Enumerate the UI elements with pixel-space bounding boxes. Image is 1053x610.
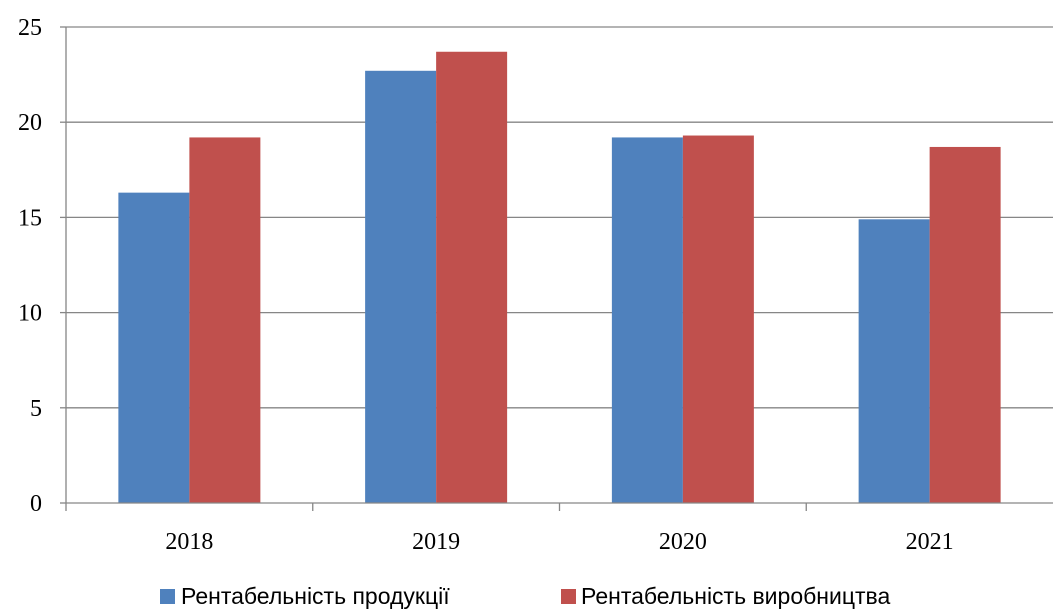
x-tick-label: 2018	[165, 529, 213, 555]
y-tick-label: 0	[30, 491, 42, 517]
bar-product-2018	[118, 192, 190, 503]
x-tick-label: 2020	[659, 529, 707, 555]
legend-label-product: Рентабельність продукції	[181, 583, 450, 609]
y-tick-label: 5	[30, 396, 42, 422]
y-tick-label: 20	[18, 110, 42, 136]
y-tick-label: 10	[18, 301, 42, 327]
legend-label-production: Рентабельність виробництва	[581, 583, 890, 609]
legend-swatch-product	[160, 589, 175, 604]
bar-product-2020	[611, 137, 683, 503]
x-tick-label: 2019	[412, 529, 460, 555]
axes: 0 5 10 15 20 25 2018 2019 2020 2021	[18, 15, 1053, 555]
bar-production-2018	[189, 137, 261, 503]
x-tick-label: 2021	[906, 529, 954, 555]
bar-production-2019	[436, 51, 508, 503]
y-tick-label: 15	[18, 205, 42, 231]
legend-swatch-production	[561, 589, 576, 604]
legend: Рентабельність продукції Рентабельність в…	[160, 583, 890, 609]
bars	[118, 51, 1001, 504]
bar-production-2020	[682, 135, 754, 503]
bar-product-2019	[365, 70, 437, 504]
bar-product-2021	[858, 219, 930, 503]
bar-production-2021	[929, 146, 1001, 503]
y-tick-label: 25	[18, 15, 42, 41]
